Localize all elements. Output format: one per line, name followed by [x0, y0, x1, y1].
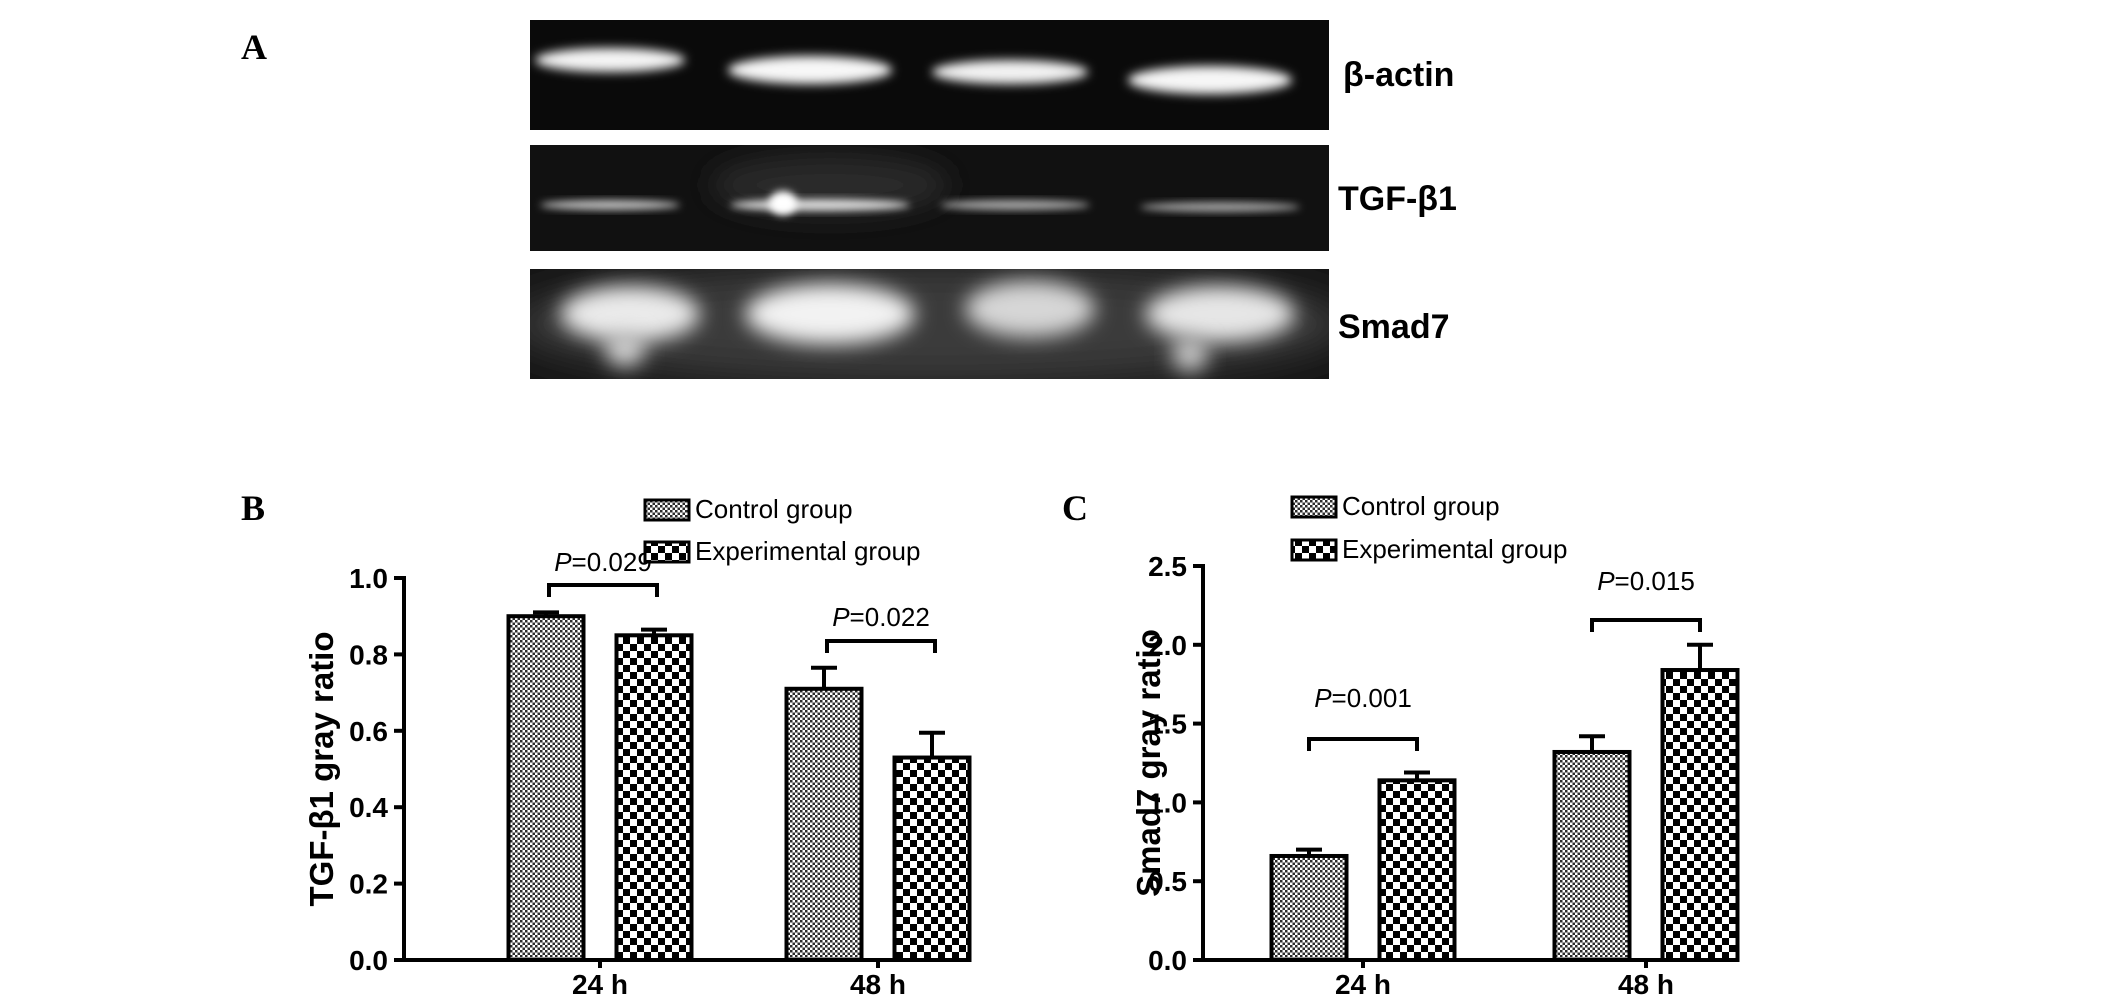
- bar-control: [1269, 853, 1349, 963]
- y-tick-label: 1.0: [1148, 787, 1187, 818]
- y-axis-title: Smad7 gray ratio: [1130, 629, 1167, 897]
- bar-control: [506, 614, 586, 962]
- y-tick-label: 0.0: [1148, 945, 1187, 976]
- tgf-beta1-gel-strip: [530, 145, 1329, 251]
- smad7-gel-strip: [530, 269, 1329, 379]
- y-tick-label: 0.5: [1148, 866, 1187, 897]
- p-value-label: P=0.022: [832, 602, 930, 632]
- y-tick-label: 1.0: [349, 563, 388, 594]
- smad7-band: [965, 281, 1095, 337]
- panel-c-letter: C: [1062, 488, 1088, 528]
- x-tick-label: 48 h: [850, 969, 906, 1000]
- significance-bracket: [825, 639, 937, 653]
- bar-experimental: [614, 633, 694, 962]
- beta-actin-label: β-actin: [1343, 56, 1455, 94]
- significance-bracket: [1590, 618, 1702, 632]
- beta-actin-band: [932, 60, 1088, 84]
- bar-control: [1552, 749, 1632, 963]
- y-tick-label: 2.0: [1148, 630, 1187, 661]
- legend-label-control: Control group: [1342, 491, 1500, 521]
- smad7-band: [560, 286, 700, 342]
- x-tick-label: 24 h: [572, 969, 628, 1000]
- significance-bracket: [547, 583, 659, 597]
- legend-label-control: Control group: [695, 494, 853, 524]
- significance-bracket: [1307, 737, 1419, 751]
- y-tick-label: 0.6: [349, 716, 388, 747]
- legend-swatch-experimental: [643, 540, 691, 564]
- beta-actin-band: [1128, 66, 1292, 94]
- legend-swatch-control: [1290, 495, 1338, 519]
- y-tick-label: 0.0: [349, 945, 388, 976]
- p-value-label: P=0.001: [1314, 683, 1412, 713]
- legend-swatch-experimental: [1290, 538, 1338, 562]
- legend-label-experimental: Experimental group: [695, 536, 920, 566]
- y-tick-label: 2.5: [1148, 551, 1187, 582]
- bar-experimental: [1377, 778, 1457, 962]
- legend-label-experimental: Experimental group: [1342, 534, 1567, 564]
- tgf-beta1-label: TGF-β1: [1338, 180, 1457, 218]
- bar-experimental: [892, 755, 972, 962]
- panel-a-letter: A: [241, 27, 267, 67]
- tgf-beta1-band: [1140, 202, 1300, 212]
- beta-actin-gel-strip: [530, 20, 1329, 130]
- bar-experimental: [1660, 668, 1740, 962]
- p-value-label: P=0.015: [1597, 566, 1695, 596]
- tgf-beta1-band: [940, 200, 1090, 210]
- y-tick-label: 0.8: [349, 639, 388, 670]
- beta-actin-band: [535, 48, 685, 72]
- bar-control: [784, 686, 864, 963]
- x-tick-label: 48 h: [1618, 969, 1674, 1000]
- smad7-band: [745, 284, 915, 344]
- y-axis-title: TGF-β1 gray ratio: [303, 631, 340, 906]
- y-tick-label: 0.4: [349, 792, 388, 823]
- y-tick-label: 1.5: [1148, 709, 1187, 740]
- panel-b-letter: B: [241, 488, 265, 528]
- beta-actin-band: [728, 56, 892, 84]
- y-tick-label: 0.2: [349, 869, 388, 900]
- smad7-band: [1145, 286, 1295, 342]
- smad7-label: Smad7: [1338, 308, 1450, 346]
- x-tick-label: 24 h: [1335, 969, 1391, 1000]
- tgf-beta1-band: [540, 200, 680, 210]
- p-value-label: P=0.029: [554, 547, 652, 577]
- legend-swatch-control: [643, 498, 691, 522]
